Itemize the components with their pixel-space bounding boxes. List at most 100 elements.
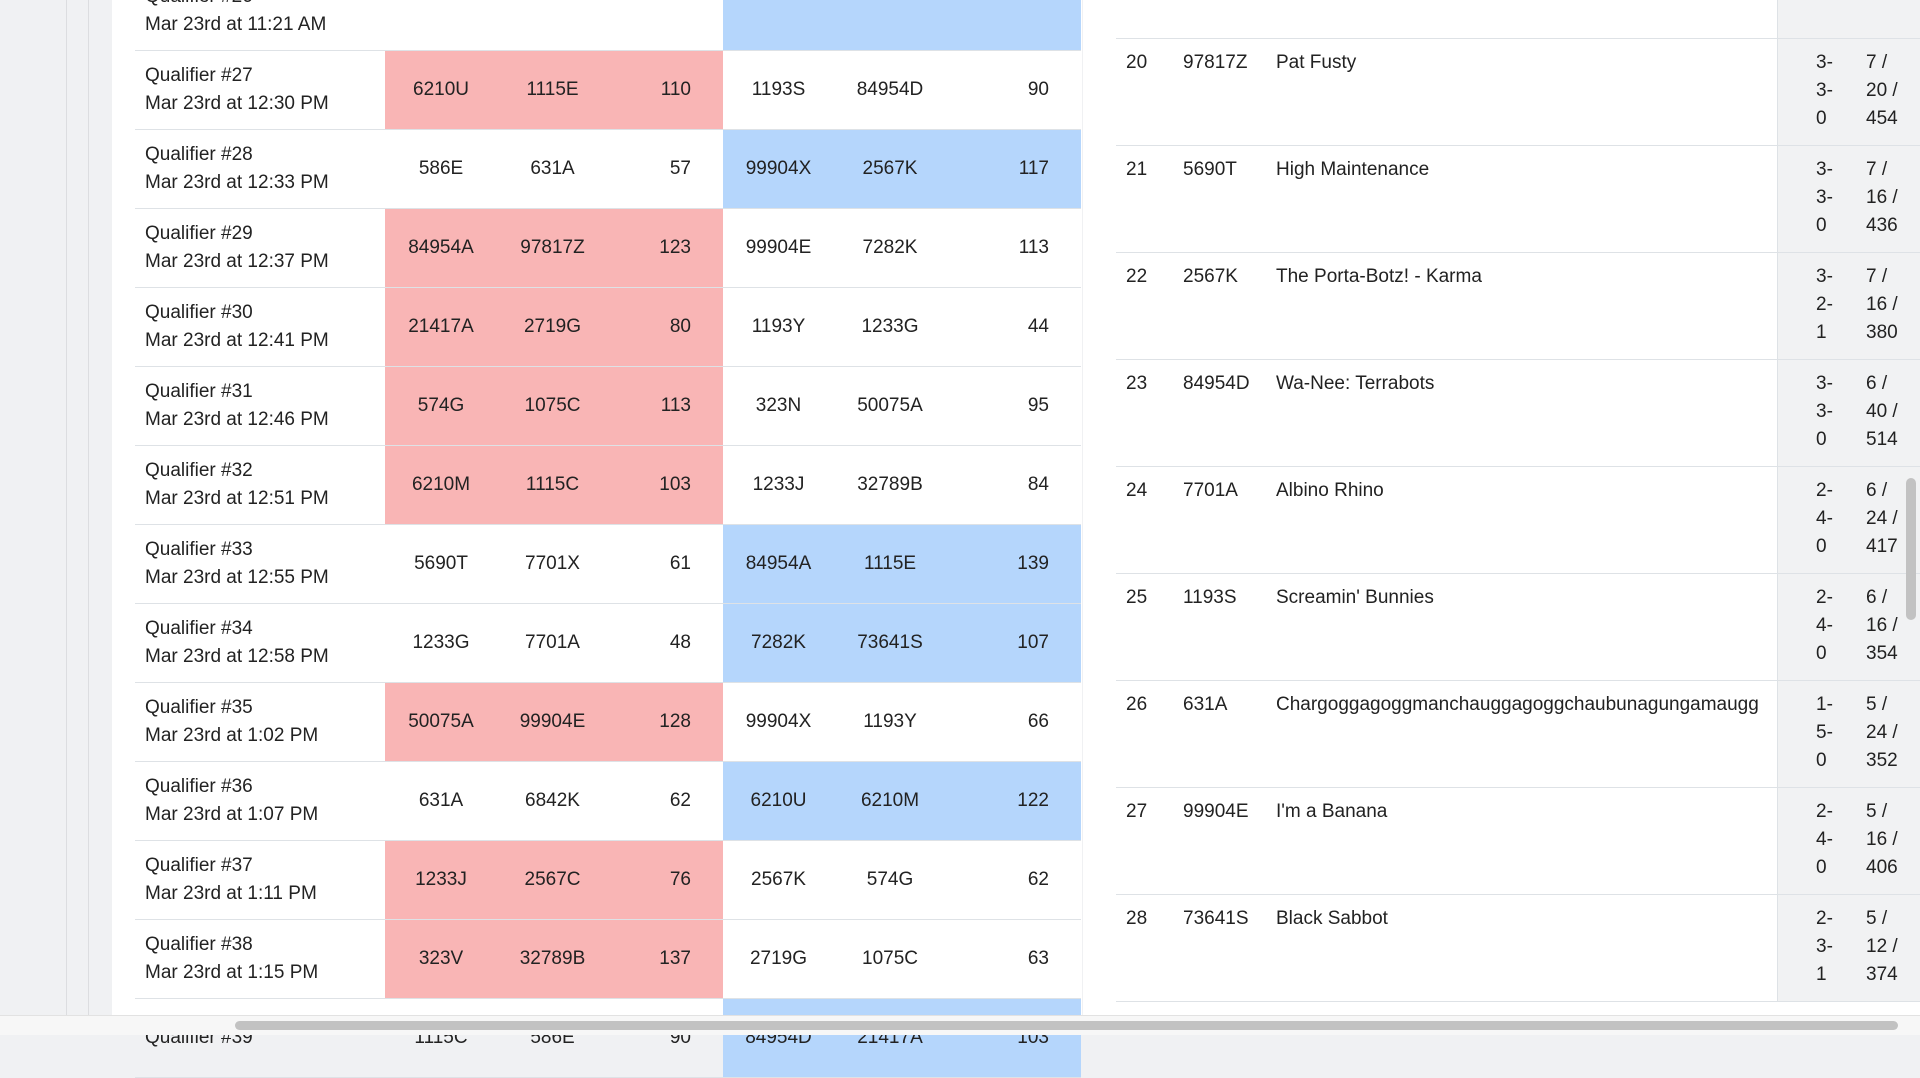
team-number[interactable]: 84954D (1183, 373, 1250, 394)
blue-team-1[interactable]: 323N (723, 366, 834, 446)
blue-team-1[interactable]: 1233J (723, 445, 834, 525)
red-team-2[interactable]: 1115C (497, 445, 608, 525)
match-row: Qualifier #30 Mar 23rd at 12:41 PM 21417A 2… (135, 287, 1081, 367)
red-team-1[interactable]: 1233G (385, 603, 497, 683)
record-part: 3- (1816, 373, 1833, 394)
blue-team-2[interactable]: 84954D (834, 50, 946, 130)
team-number[interactable]: 7701A (1183, 480, 1238, 501)
blue-team-2[interactable]: 1115E (834, 524, 946, 604)
blue-team-1[interactable]: 7282K (723, 603, 834, 683)
red-team-1[interactable]: 6210M (385, 445, 497, 525)
red-team-2[interactable]: 7701X (497, 524, 608, 604)
blue-team-1[interactable]: 84954D (723, 998, 834, 1078)
red-team-1[interactable]: 574G (385, 366, 497, 446)
red-team-2[interactable]: 2719G (497, 287, 608, 367)
record-part: 1- (1816, 694, 1833, 715)
wp-ap-sp-part: 16 / (1866, 187, 1898, 208)
blue-team-2[interactable]: 1233G (834, 287, 946, 367)
record-part: 2- (1816, 587, 1833, 608)
blue-team-1[interactable]: 84954A (723, 524, 834, 604)
red-team-1[interactable]: 84954A (385, 208, 497, 288)
blue-team-2[interactable]: 6210M (834, 761, 946, 841)
horizontal-scrollbar[interactable] (0, 1015, 1920, 1035)
red-team-1[interactable]: 21417A (385, 287, 497, 367)
red-team-2[interactable] (497, 0, 608, 51)
team-name: Screamin' Bunnies (1276, 587, 1434, 608)
blue-team-2[interactable]: 574G (834, 840, 946, 920)
vertical-scroll-thumb[interactable] (1906, 478, 1916, 620)
red-team-1[interactable]: 1233J (385, 840, 497, 920)
red-team-1[interactable]: 6210U (385, 50, 497, 130)
red-team-1[interactable]: 5690T (385, 524, 497, 604)
wp-ap-sp-part: 406 (1866, 857, 1898, 878)
wp-ap-sp-part: 5 / (1866, 694, 1888, 715)
red-team-2[interactable]: 586E (497, 998, 608, 1078)
blue-team-1[interactable] (723, 0, 834, 51)
red-score: 80 (608, 287, 723, 367)
record-part: 5- (1816, 722, 1833, 743)
blue-team-1[interactable]: 99904X (723, 682, 834, 762)
wp-ap-sp-part: 436 (1866, 215, 1898, 236)
red-team-1[interactable]: 1115C (385, 998, 497, 1078)
red-score: 123 (608, 208, 723, 288)
match-time: Mar 23rd at 12:55 PM (145, 567, 329, 588)
match-row: Qualifier #36 Mar 23rd at 1:07 PM 631A 6842… (135, 761, 1081, 841)
red-team-2[interactable]: 99904E (497, 682, 608, 762)
blue-team-2[interactable]: 1193Y (834, 682, 946, 762)
team-number[interactable]: 631A (1183, 694, 1228, 715)
blue-team-2[interactable] (834, 0, 946, 51)
team-number[interactable]: 99904E (1183, 801, 1249, 822)
red-team-2[interactable]: 7701A (497, 603, 608, 683)
red-team-2[interactable]: 97817Z (497, 208, 608, 288)
blue-team-2[interactable]: 2567K (834, 129, 946, 209)
match-time: Mar 23rd at 11:21 AM (145, 14, 327, 35)
red-team-1[interactable]: 631A (385, 761, 497, 841)
team-number[interactable]: 97817Z (1183, 52, 1248, 73)
red-team-2[interactable]: 6842K (497, 761, 608, 841)
red-team-2[interactable]: 631A (497, 129, 608, 209)
blue-team-1[interactable]: 1193S (723, 50, 834, 130)
blue-team-1[interactable]: 99904X (723, 129, 834, 209)
match-row: Qualifier #28 Mar 23rd at 12:33 PM 586E 631… (135, 129, 1081, 209)
wp-ap-sp-part: 514 (1866, 429, 1898, 450)
blue-team-1[interactable]: 99904E (723, 208, 834, 288)
red-team-2[interactable]: 1115E (497, 50, 608, 130)
blue-team-1[interactable]: 2567K (723, 840, 834, 920)
blue-team-2[interactable]: 21417A (834, 998, 946, 1078)
wp-ap-sp-part: 417 (1866, 536, 1898, 557)
record-part: 2- (1816, 480, 1833, 501)
red-team-2[interactable]: 2567C (497, 840, 608, 920)
team-number[interactable]: 5690T (1183, 159, 1237, 180)
blue-score: 113 (946, 208, 1081, 288)
match-row: Qualifier #31 Mar 23rd at 12:46 PM 574G 107… (135, 366, 1081, 446)
blue-team-1[interactable]: 2719G (723, 919, 834, 999)
red-team-1[interactable]: 50075A (385, 682, 497, 762)
rankings-card: 0309 20 97817Z Pat Fusty 3- 3- 0 7 / 20 / 454 21 56… (1083, 0, 1920, 1015)
team-wp-ap-sp: 6 / 16 / 354 (1866, 574, 1920, 668)
team-number[interactable]: 73641S (1183, 908, 1249, 929)
horizontal-scroll-thumb[interactable] (235, 1021, 1898, 1030)
blue-team-2[interactable]: 50075A (834, 366, 946, 446)
team-record: 3- 3- 0 (1816, 360, 1846, 454)
ranking-row: 24 7701A Albino Rhino 2- 4- 0 6 / 24 / 417 (1116, 466, 1920, 574)
team-number[interactable]: 2567K (1183, 266, 1238, 287)
wp-ap-sp-part: 5 / (1866, 908, 1888, 929)
spacer-cell (1778, 360, 1800, 370)
team-record: 2- 4- 0 (1816, 467, 1846, 561)
red-team-1[interactable]: 586E (385, 129, 497, 209)
blue-team-1[interactable]: 1193Y (723, 287, 834, 367)
record-part: 2- (1816, 294, 1833, 315)
red-team-1[interactable] (385, 0, 497, 51)
blue-team-1[interactable]: 6210U (723, 761, 834, 841)
blue-team-2[interactable]: 1075C (834, 919, 946, 999)
match-name: Qualifier #32 (145, 460, 253, 481)
rank-number: 27 (1126, 801, 1148, 822)
red-team-2[interactable]: 1075C (497, 366, 608, 446)
red-team-1[interactable]: 323V (385, 919, 497, 999)
red-team-2[interactable]: 32789B (497, 919, 608, 999)
team-number[interactable]: 1193S (1183, 587, 1237, 608)
blue-team-2[interactable]: 32789B (834, 445, 946, 525)
blue-team-2[interactable]: 7282K (834, 208, 946, 288)
blue-team-2[interactable]: 73641S (834, 603, 946, 683)
match-label: Qualifier #31 Mar 23rd at 12:46 PM (135, 366, 385, 446)
